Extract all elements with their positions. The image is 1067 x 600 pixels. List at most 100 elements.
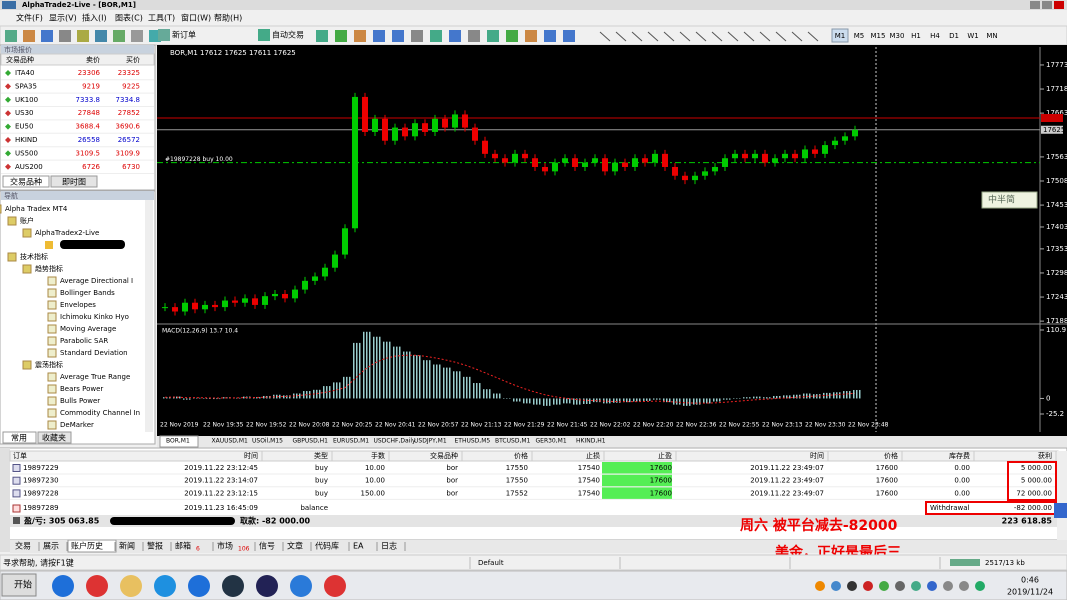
tab[interactable] <box>2 175 50 188</box>
tree-item[interactable]: Bulls Power <box>60 397 100 405</box>
chart-tab[interactable]: USOil,M15 <box>252 438 283 445</box>
chart-tab[interactable]: EURUSD,M1 <box>333 438 369 445</box>
taskbar-app[interactable] <box>222 575 244 597</box>
tool-icon[interactable] <box>468 30 480 42</box>
tab[interactable] <box>50 175 98 188</box>
taskbar-app[interactable] <box>120 575 142 597</box>
tool-icon[interactable] <box>23 30 35 42</box>
menu-item[interactable]: 插入(I) <box>82 13 107 23</box>
taskbar-app[interactable] <box>324 575 346 597</box>
tab[interactable] <box>37 431 72 444</box>
tab[interactable] <box>159 435 199 448</box>
tool-icon[interactable] <box>411 30 423 42</box>
tab-label[interactable]: 新闻 <box>119 541 135 551</box>
tool-icon[interactable] <box>258 29 270 41</box>
tool-icon[interactable] <box>158 29 170 41</box>
tool-icon[interactable] <box>373 30 385 42</box>
chart-tab[interactable]: BOR,M1 <box>166 438 190 445</box>
tab-label[interactable]: 邮箱 <box>175 541 191 551</box>
tool-icon[interactable] <box>449 30 461 42</box>
chart-tab[interactable]: BTCUSD,M1 <box>495 438 531 445</box>
tool-icon[interactable] <box>487 30 499 42</box>
tool-icon[interactable] <box>335 30 347 42</box>
tree-item[interactable]: Standard Deviation <box>60 349 128 357</box>
chart-tab[interactable]: GER30,M1 <box>536 438 567 445</box>
tree-item[interactable]: DeMarker <box>60 421 94 429</box>
tool-icon[interactable] <box>525 30 537 42</box>
tree-item[interactable]: Bollinger Bands <box>60 289 115 297</box>
tab-label[interactable]: 代码库 <box>315 541 339 551</box>
tree-item[interactable]: Commodity Channel In <box>60 409 140 417</box>
timeframe-button[interactable]: W1 <box>967 32 978 40</box>
tree-item[interactable]: Bears Power <box>60 385 103 393</box>
timeframe-button[interactable]: MN <box>986 32 997 40</box>
menu-item[interactable]: 工具(T) <box>148 14 175 23</box>
taskbar-app[interactable] <box>154 575 176 597</box>
tool-icon[interactable] <box>506 30 518 42</box>
scroll-button[interactable] <box>1054 503 1067 518</box>
tab-label[interactable]: EA <box>353 542 364 551</box>
chart-tab[interactable]: ETHUSD,M5 <box>455 438 491 445</box>
tree-item[interactable]: 趋势指标 <box>35 264 63 273</box>
window-button[interactable] <box>1030 1 1040 9</box>
taskbar-app[interactable] <box>52 575 74 597</box>
tool-icon[interactable] <box>544 30 556 42</box>
window-button[interactable] <box>1042 1 1052 9</box>
tool-icon[interactable] <box>95 30 107 42</box>
taskbar-app[interactable] <box>256 575 278 597</box>
tab[interactable] <box>67 539 117 553</box>
timeframe-button[interactable]: H1 <box>911 32 921 40</box>
chart-tab[interactable]: USDCHF,Daily <box>374 438 417 445</box>
tool-icon[interactable] <box>113 30 125 42</box>
timeframe-button[interactable]: M1 <box>835 32 846 40</box>
tool-icon[interactable] <box>430 30 442 42</box>
taskbar-app[interactable] <box>86 575 108 597</box>
tool-icon[interactable] <box>131 30 143 42</box>
tab-label[interactable]: 市场 <box>217 541 233 551</box>
timeframe-button[interactable]: M5 <box>854 32 865 40</box>
menu-item[interactable]: 帮助(H) <box>214 13 242 23</box>
tool-icon[interactable] <box>354 30 366 42</box>
tool-icon[interactable] <box>41 30 53 42</box>
chart-tab[interactable]: HKIND,H1 <box>576 438 606 445</box>
chart-tab[interactable]: USDJPY,M1 <box>414 438 447 445</box>
tab[interactable] <box>2 431 37 444</box>
menu-item[interactable]: 图表(C) <box>115 13 143 23</box>
menu-item[interactable]: 文件(F) <box>16 13 43 23</box>
timeframe-button[interactable]: M30 <box>890 32 905 40</box>
tool-icon[interactable] <box>5 30 17 42</box>
tab-label[interactable]: 警报 <box>147 541 163 551</box>
tool-icon[interactable] <box>392 30 404 42</box>
tool-icon[interactable] <box>77 30 89 42</box>
auto-trade-button[interactable]: 自动交易 <box>272 30 304 40</box>
timeframe-button[interactable]: M15 <box>871 32 886 40</box>
taskbar-app[interactable] <box>188 575 210 597</box>
tab-label[interactable]: 文章 <box>287 541 303 551</box>
tool-icon[interactable] <box>316 30 328 42</box>
start-button[interactable] <box>1 573 37 597</box>
tree-item[interactable]: Moving Average <box>60 325 116 333</box>
tree-item[interactable]: 技术指标 <box>20 252 48 261</box>
tool-icon[interactable] <box>563 30 575 42</box>
window-button[interactable] <box>1054 1 1064 9</box>
tree-item[interactable]: Average True Range <box>60 373 130 381</box>
tree-item[interactable]: Alpha Tradex MT4 <box>5 205 68 213</box>
tree-item[interactable]: 震荡指标 <box>35 360 63 369</box>
tab-label[interactable]: 日志 <box>381 541 397 551</box>
tree-item[interactable]: Envelopes <box>60 301 96 309</box>
timeframe-button[interactable]: D1 <box>949 32 959 40</box>
tab-label[interactable]: 信号 <box>259 541 275 551</box>
tab-label[interactable]: 交易 <box>15 541 31 551</box>
taskbar-app[interactable] <box>290 575 312 597</box>
tab-label[interactable]: 账户历史 <box>71 541 103 551</box>
tree-item[interactable]: Parabolic SAR <box>60 337 108 345</box>
menu-item[interactable]: 窗口(W) <box>181 13 211 23</box>
menu-item[interactable]: 显示(V) <box>49 14 77 23</box>
timeframe-button[interactable]: H4 <box>930 32 940 40</box>
tree-item[interactable]: 账户 <box>20 216 34 225</box>
tab-label[interactable]: 展示 <box>43 542 59 551</box>
new-order-button[interactable]: 新订单 <box>172 30 196 40</box>
tree-item[interactable]: Ichimoku Kinko Hyo <box>60 313 129 321</box>
tool-icon[interactable] <box>59 30 71 42</box>
chart-tab[interactable]: GBPUSD,H1 <box>293 438 329 445</box>
